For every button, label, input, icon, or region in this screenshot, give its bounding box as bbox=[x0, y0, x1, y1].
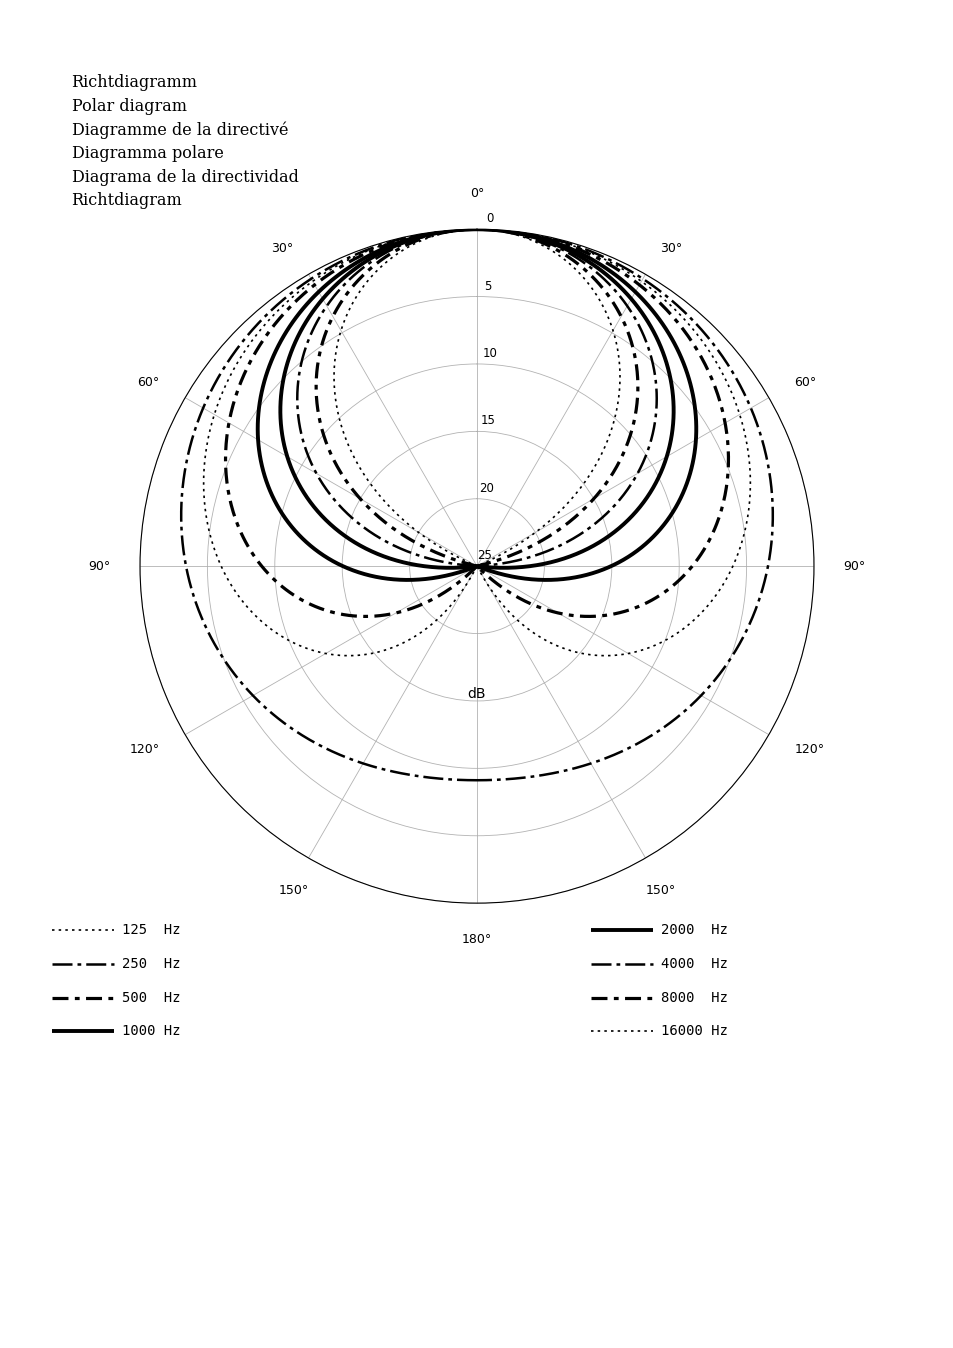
Text: 60°: 60° bbox=[794, 376, 816, 390]
Text: 25: 25 bbox=[476, 549, 492, 562]
Text: 0°: 0° bbox=[469, 186, 484, 200]
Text: 150°: 150° bbox=[278, 884, 309, 896]
Text: 120°: 120° bbox=[130, 743, 159, 756]
Text: 30°: 30° bbox=[659, 243, 681, 255]
Text: 180°: 180° bbox=[461, 933, 492, 946]
Text: dB: dB bbox=[467, 687, 486, 701]
Text: 90°: 90° bbox=[88, 559, 111, 573]
Text: 16000 Hz: 16000 Hz bbox=[660, 1024, 727, 1038]
Text: 60°: 60° bbox=[137, 376, 159, 390]
Text: Richtdiagramm
Polar diagram
Diagramme de la directivé
Diagramma polare
Diagrama : Richtdiagramm Polar diagram Diagramme de… bbox=[71, 74, 298, 209]
Text: 125  Hz: 125 Hz bbox=[122, 923, 180, 937]
Text: 15: 15 bbox=[480, 414, 495, 427]
Text: 5: 5 bbox=[484, 279, 491, 293]
Text: 90°: 90° bbox=[842, 559, 865, 573]
Text: 2000  Hz: 2000 Hz bbox=[660, 923, 727, 937]
Text: 1000 Hz: 1000 Hz bbox=[122, 1024, 180, 1038]
Text: 30°: 30° bbox=[272, 243, 294, 255]
Text: 4000  Hz: 4000 Hz bbox=[660, 957, 727, 971]
Text: 150°: 150° bbox=[644, 884, 675, 896]
Text: 250  Hz: 250 Hz bbox=[122, 957, 180, 971]
Text: 500  Hz: 500 Hz bbox=[122, 991, 180, 1004]
Text: 120°: 120° bbox=[794, 743, 823, 756]
Text: 8000  Hz: 8000 Hz bbox=[660, 991, 727, 1004]
Text: 10: 10 bbox=[482, 346, 497, 360]
Text: 20: 20 bbox=[478, 481, 494, 495]
Text: 0: 0 bbox=[485, 212, 493, 225]
